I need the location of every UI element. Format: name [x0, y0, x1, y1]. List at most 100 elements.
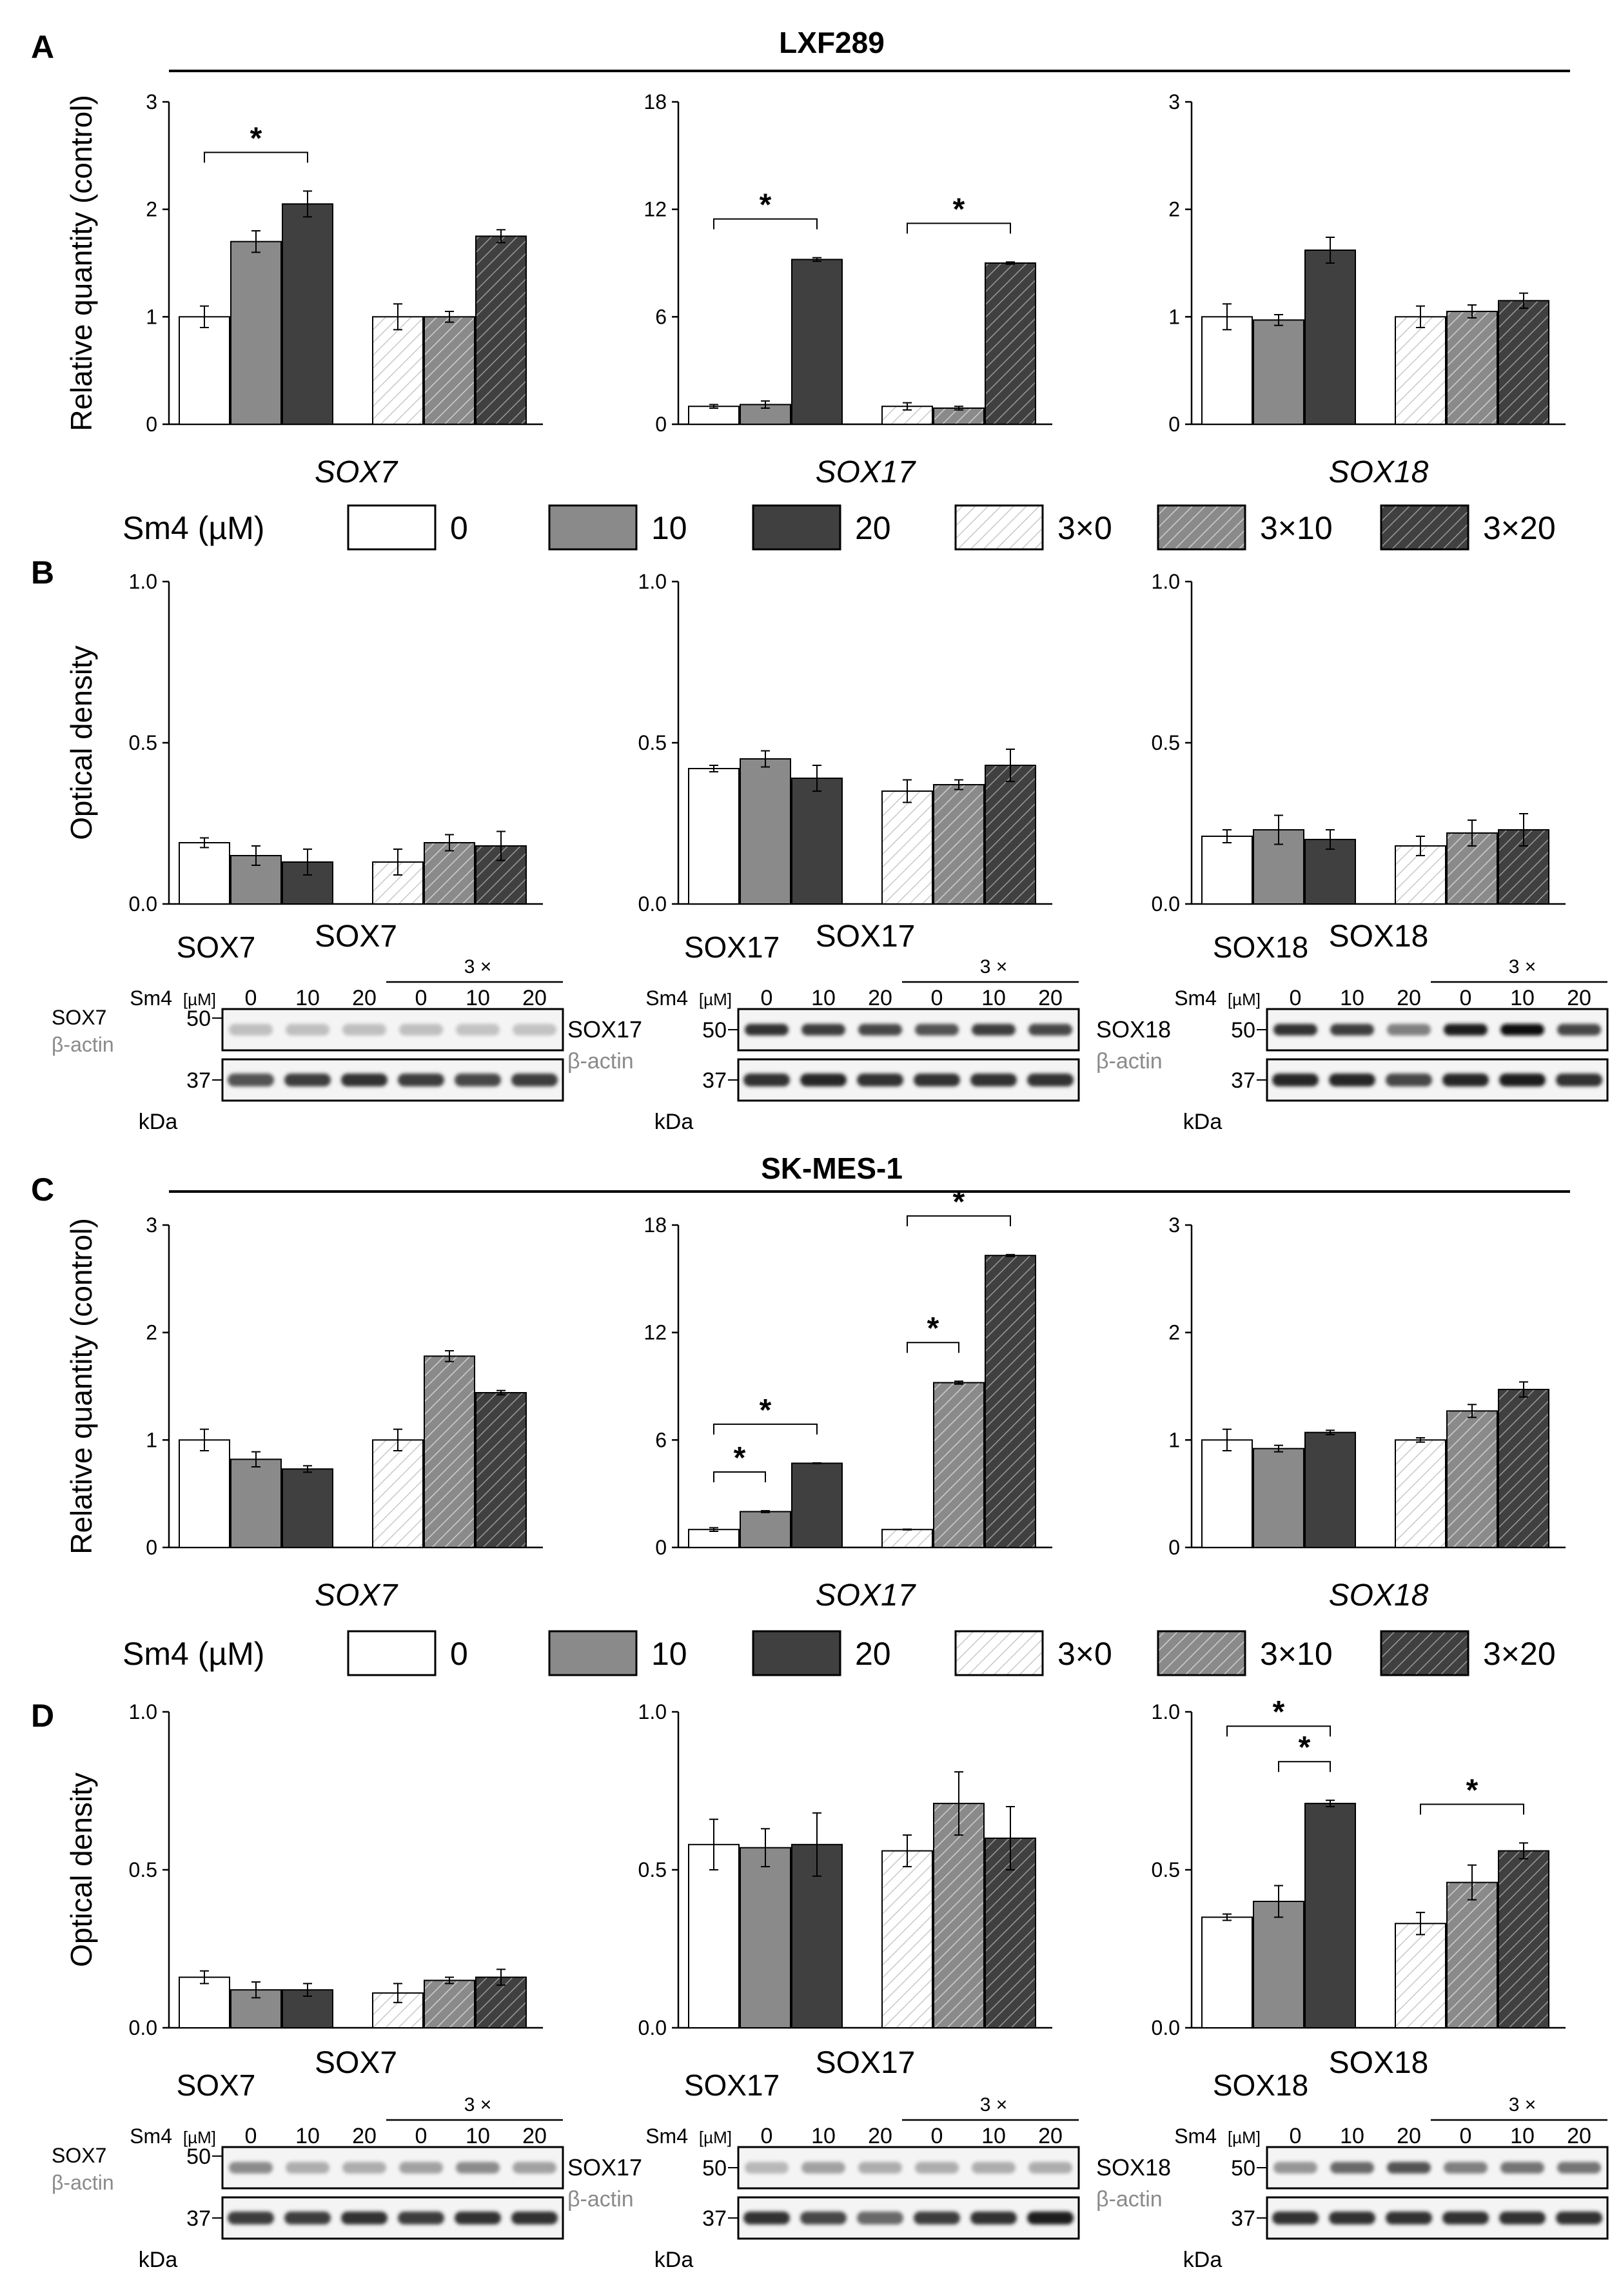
y-tick-label: 12 [643, 1321, 667, 1344]
legend-swatch [347, 1630, 437, 1676]
target-band [745, 1024, 789, 1035]
target-band [456, 1024, 500, 1035]
blot-target-strip [1266, 2146, 1609, 2190]
blot-target-strip [221, 2146, 564, 2190]
bar-3×0 [881, 1850, 933, 2029]
y-tick-label: 0.0 [638, 2016, 667, 2039]
y-tick-label: 0.5 [129, 1858, 157, 1881]
lane-dose-label: 10 [295, 986, 320, 1010]
gene-label: SOX17 [816, 2046, 916, 2080]
actin-band [800, 1074, 847, 1086]
lane-dose-label: 10 [1510, 986, 1535, 1010]
actin-band [1027, 2212, 1074, 2224]
mw-marker-50: 50 [186, 2144, 211, 2169]
chart-d-sox17: 0.0 0.5 1.0 SOX17 [638, 1700, 1052, 2080]
blot-treatment-label: Sm4 [645, 986, 688, 1010]
mw-marker-37: 37 [186, 2206, 211, 2231]
bar-3×20 [985, 765, 1036, 905]
blot-treatment-label: Sm4 [1174, 2124, 1217, 2148]
target-band [972, 2162, 1016, 2173]
y-tick-label: 2 [146, 1321, 157, 1344]
legend-swatch [1157, 1630, 1246, 1676]
blot-unit-label: [µM] [183, 990, 216, 1009]
blot-target-label: SOX17 [567, 2154, 642, 2181]
actin-band [511, 1074, 558, 1086]
lane-dose-label: 0 [245, 986, 257, 1010]
significance-bracket [907, 1342, 959, 1353]
blot-treatment-label: Sm4 [645, 2124, 688, 2148]
actin-band [857, 2212, 903, 2224]
blot-unit-label: [µM] [699, 990, 732, 1009]
gene-label: SOX7 [315, 2046, 397, 2080]
y-axis-label: Optical density [64, 645, 98, 840]
target-band [745, 2162, 789, 2173]
target-band [801, 2162, 845, 2173]
bar-3×10 [933, 1803, 985, 2029]
legend-title: Sm4 (µM) [123, 1636, 264, 1672]
y-tick-label: 0.0 [1152, 2016, 1180, 2039]
blot-target-label: SOX18 [1096, 1016, 1171, 1043]
triple-label: 3 × [464, 956, 492, 977]
bar-10 [230, 1458, 282, 1548]
blot-unit-label: [µM] [183, 2128, 216, 2147]
actin-band [284, 1074, 331, 1086]
bar-0 [1201, 836, 1253, 905]
significance-bracket [713, 1423, 818, 1435]
blot-actin-strip [1266, 2196, 1609, 2240]
mw-marker-37: 37 [1231, 2206, 1255, 2231]
target-band [1444, 1024, 1488, 1035]
bar-3×10 [1446, 1881, 1498, 2029]
triple-label: 3 × [980, 2094, 1008, 2115]
blot-target-label: SOX18 [1096, 2154, 1171, 2181]
gene-label: SOX18 [1329, 2046, 1429, 2080]
target-band [1387, 1024, 1431, 1035]
kda-label: kDa [1183, 2248, 1223, 2272]
blot-actin-strip [1266, 1058, 1609, 1102]
lane-dose-label: 20 [352, 986, 377, 1010]
actin-band [1386, 2212, 1432, 2224]
bar-20 [282, 203, 333, 425]
actin-band [511, 2212, 558, 2224]
triple-label: 3 × [464, 2094, 492, 2115]
chart-b-sox18: 0.0 0.5 1.0 SOX18 [1152, 570, 1566, 954]
bar-10 [740, 1847, 791, 2028]
blot-target-strip [737, 2146, 1080, 2190]
y-tick-label: 1.0 [1152, 1700, 1180, 1723]
bar-0 [1201, 1439, 1253, 1548]
legend-label: 20 [855, 1636, 891, 1672]
lane-dose-label: 20 [522, 986, 547, 1010]
legend-label: 0 [450, 1636, 468, 1672]
target-band [342, 2162, 386, 2173]
blot-target-strip [221, 1008, 564, 1052]
mw-marker-50: 50 [702, 1018, 727, 1043]
lane-dose-label: 20 [1567, 986, 1591, 1010]
lane-dose-label: 10 [466, 2124, 490, 2148]
lane-dose-label: 10 [1340, 986, 1364, 1010]
actin-band [398, 2212, 444, 2224]
target-band [399, 1024, 443, 1035]
y-tick-label: 3 [1168, 90, 1180, 113]
chart-a-sox7: 0 1 2 3 * SOX7 Relative quantity (control) [64, 90, 543, 489]
blot-target-strip [737, 1008, 1080, 1052]
blot-title: SOX18 [1213, 2068, 1308, 2102]
actin-band [341, 2212, 388, 2224]
actin-band [1499, 1074, 1546, 1086]
lane-dose-label: 10 [466, 986, 490, 1010]
target-band [972, 1024, 1016, 1035]
blot-title: SOX18 [1213, 930, 1308, 964]
actin-band [1556, 2212, 1602, 2224]
chart-c-sox18: 0 1 2 3 SOX18 [1168, 1213, 1566, 1613]
actin-band [800, 2212, 847, 2224]
kda-label: kDa [654, 2248, 694, 2272]
target-band [1273, 2162, 1317, 2173]
chart-d-sox18: 0.0 0.5 1.0 * * * SOX18 [1152, 1695, 1566, 2080]
actin-band [1499, 2212, 1546, 2224]
bar-3×20 [475, 1392, 527, 1548]
significance-bracket [1278, 1761, 1331, 1772]
blot-loading-label: β-actin [52, 1033, 114, 1056]
significance-bracket [1420, 1803, 1524, 1815]
lane-dose-label: 0 [931, 986, 943, 1010]
blot-actin-strip [221, 2196, 564, 2240]
actin-band [228, 1074, 274, 1086]
